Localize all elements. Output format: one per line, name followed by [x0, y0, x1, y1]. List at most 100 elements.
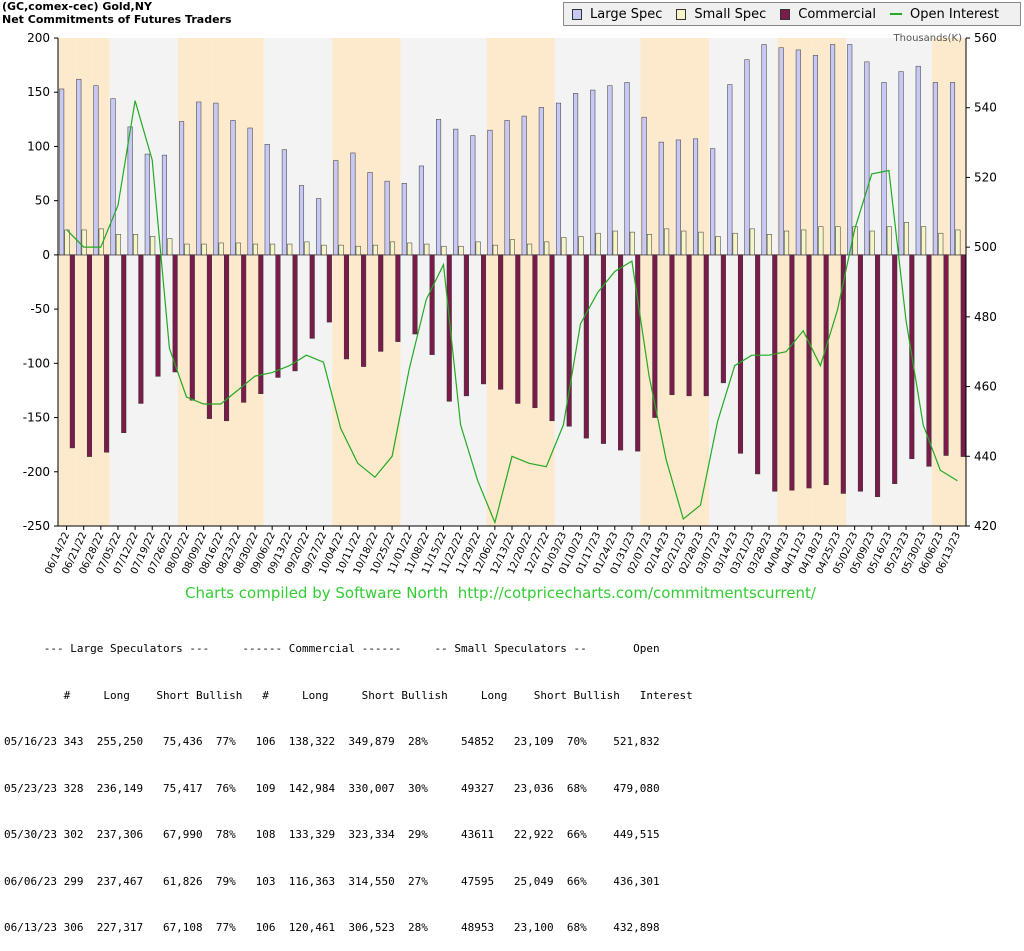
right-axis-ticks: 420 440 460 480 500 520 540 560	[966, 31, 997, 533]
bar-small-spec	[81, 229, 87, 256]
y-tick-label: -200	[23, 465, 50, 479]
bar-small-spec	[544, 241, 550, 256]
bar-large-spec	[761, 44, 767, 256]
bar-commercial	[566, 254, 572, 427]
bar-small-spec	[287, 243, 293, 256]
bar-large-spec	[144, 153, 150, 256]
bar-commercial	[378, 254, 384, 352]
bar-large-spec	[864, 61, 870, 256]
bar-small-spec	[407, 242, 413, 256]
legend-item-small-spec: Small Spec	[676, 7, 766, 22]
bar-small-spec	[561, 237, 567, 256]
cot-chart: -250 -200 -150 -100 -50 0 50 100 150 200 420 440 46…	[23, 31, 997, 576]
bar-small-spec	[475, 241, 481, 256]
bar-small-spec	[235, 242, 241, 256]
bar-small-spec	[835, 226, 841, 256]
month-band	[417, 38, 435, 526]
bar-large-spec	[881, 82, 887, 256]
bar-large-spec	[744, 59, 750, 256]
bar-large-spec	[675, 139, 681, 256]
legend-label: Small Spec	[694, 6, 767, 22]
title-line: Net Commitments of Futures Traders	[2, 13, 232, 26]
bar-commercial	[498, 254, 504, 390]
bar-small-spec	[646, 234, 653, 256]
table-row: 05/23/23 328 236,149 75,417 76% 109 142,…	[4, 781, 660, 795]
bar-large-spec	[196, 101, 202, 256]
bar-small-spec	[150, 236, 156, 256]
bar-large-spec	[898, 71, 904, 256]
y-tick-label: 100	[27, 139, 50, 153]
bar-large-spec	[298, 185, 305, 256]
bar-small-spec	[355, 245, 361, 256]
open-interest-series	[66, 100, 958, 525]
bar-large-spec	[367, 172, 373, 256]
bar-large-spec	[607, 85, 613, 256]
bar-small-spec	[852, 226, 858, 256]
bar-large-spec	[264, 144, 270, 256]
bar-small-spec	[389, 241, 396, 256]
y-tick-label: 200	[27, 31, 50, 45]
bar-large-spec	[949, 82, 956, 256]
bar-small-spec	[252, 243, 258, 256]
legend-label: Large Spec	[590, 6, 663, 22]
bar-commercial	[943, 254, 949, 456]
y2-tick-label: 480	[974, 310, 997, 324]
bar-commercial	[326, 254, 332, 323]
table-header: --- Large Speculators --- ------ Commerc…	[4, 642, 660, 655]
bar-commercial	[926, 254, 932, 467]
legend-item-open-interest: Open Interest	[890, 7, 999, 22]
bar-commercial	[86, 254, 93, 457]
bar-commercial	[960, 254, 966, 457]
bar-commercial	[446, 254, 452, 402]
bar-small-spec	[664, 228, 670, 256]
bar-large-spec	[350, 152, 356, 256]
bar-large-spec	[418, 165, 424, 256]
bar-large-spec	[384, 180, 390, 256]
bar-commercial	[686, 254, 692, 397]
bar-commercial	[361, 254, 367, 367]
bar-commercial	[789, 254, 795, 491]
bar-small-spec	[372, 244, 378, 256]
bar-commercial	[69, 254, 75, 449]
bar-commercial	[755, 254, 761, 475]
legend-item-commercial: Commercial	[780, 7, 876, 22]
bar-small-spec	[766, 234, 772, 256]
open-interest-line	[66, 100, 958, 525]
bar-small-spec	[64, 229, 70, 256]
title-line: (GC,comex-cec) Gold,NY	[2, 0, 152, 13]
bar-commercial	[309, 254, 315, 339]
bar-large-spec	[538, 107, 544, 256]
bar-commercial	[172, 254, 178, 373]
bar-large-spec	[76, 78, 82, 256]
bar-commercial	[875, 254, 881, 497]
bar-commercial	[635, 254, 641, 452]
bar-large-spec	[110, 98, 116, 256]
bar-commercial	[515, 254, 521, 404]
table-header: # Long Short Bullish # Long Short Bullis…	[4, 688, 693, 702]
bar-small-spec	[167, 238, 173, 256]
table-row: 05/30/23 302 237,306 67,990 78% 108 133,…	[4, 828, 660, 841]
legend-swatch	[780, 8, 791, 20]
left-axis-ticks: -250 -200 -150 -100 -50 0 50 100 150 200	[23, 31, 58, 533]
bar-commercial	[395, 254, 401, 342]
bar-commercial	[121, 254, 127, 433]
bar-large-spec	[932, 82, 938, 256]
bar-large-spec	[470, 135, 476, 256]
bar-small-spec	[458, 245, 464, 256]
chart-title: (GC,comex-cec) Gold,NY Net Commitments o…	[2, 0, 232, 26]
bar-large-spec	[693, 138, 699, 256]
bar-small-spec	[304, 241, 310, 256]
bar-small-spec	[115, 234, 121, 256]
bar-small-spec	[886, 226, 892, 256]
bar-commercial	[241, 254, 247, 403]
bar-small-spec	[201, 243, 207, 256]
bar-large-spec	[504, 120, 510, 256]
table-row: 05/16/23 343 255,250 75,436 77% 106 138,…	[4, 735, 660, 748]
bar-small-spec	[715, 236, 721, 256]
month-band	[297, 38, 315, 526]
bar-large-spec	[590, 89, 596, 256]
bar-large-spec	[812, 55, 818, 256]
right-axis-unit-label: Thousands(K)	[893, 33, 963, 44]
bar-large-spec	[333, 160, 339, 256]
month-band	[366, 38, 384, 526]
